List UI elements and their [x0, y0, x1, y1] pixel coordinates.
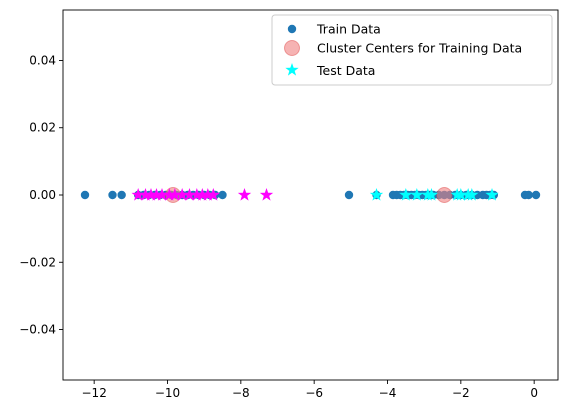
test-point — [369, 188, 384, 201]
train-point — [80, 190, 90, 200]
test-point — [485, 188, 499, 201]
test-point — [454, 188, 468, 201]
test-point-magenta — [168, 188, 182, 201]
test-point-magenta — [182, 188, 197, 201]
legend-label-train: Train Data — [316, 22, 381, 37]
legend-marker — [285, 63, 299, 76]
ticks-layer: −12 −10 −8 −6 −4 −2 0 −0.04 −0.02 0.00 0.02 0.04 — [19, 53, 538, 400]
test-point-magenta — [259, 188, 274, 201]
x-tick-label: −12 — [82, 386, 107, 400]
test-point-magenta — [195, 188, 209, 201]
test-point-magenta — [190, 188, 204, 201]
test-point — [465, 188, 479, 201]
x-tick-label: −6 — [305, 386, 323, 400]
train-point — [531, 190, 541, 200]
x-tick-label: −2 — [452, 386, 470, 400]
y-tick-label: −0.02 — [19, 255, 56, 269]
legend-marker — [284, 40, 300, 56]
x-tick-label: −10 — [155, 386, 180, 400]
legend-swatch-train — [287, 24, 297, 34]
legend-swatch-cluster-centers — [284, 40, 300, 56]
test-point — [410, 188, 424, 201]
x-tick-label: 0 — [530, 386, 538, 400]
legend: Train Data Cluster Centers for Training … — [271, 14, 553, 86]
cluster-center-marker — [436, 187, 453, 203]
y-tick-label: −0.04 — [19, 323, 56, 337]
y-tick-label: 0.04 — [29, 53, 56, 67]
test-point-magenta — [175, 188, 189, 201]
test-point — [424, 188, 439, 201]
legend-marker — [287, 24, 297, 34]
test-point — [399, 188, 413, 201]
legend-label-test: Test Data — [316, 63, 375, 78]
train-point — [108, 190, 117, 200]
test-point-magenta — [155, 188, 169, 201]
test-point-magenta — [237, 188, 252, 201]
legend-label-cluster-centers: Cluster Centers for Training Data — [317, 41, 522, 56]
test-point-magenta — [201, 188, 215, 201]
legend-swatch-test — [285, 63, 299, 76]
test-point-magenta — [162, 188, 176, 201]
x-tick-label: −8 — [232, 386, 250, 400]
train-point — [117, 190, 126, 200]
y-tick-label: 0.02 — [29, 121, 56, 135]
test-point-magenta — [131, 188, 145, 201]
y-tick-label: 0.00 — [29, 188, 56, 202]
test-point-magenta — [206, 188, 220, 201]
legend-box — [271, 14, 553, 86]
test-point-magenta — [138, 188, 153, 201]
test-point-magenta — [144, 188, 158, 201]
train-point — [524, 190, 533, 200]
marks-layer — [80, 187, 541, 203]
train-point — [218, 190, 227, 200]
x-tick-label: −4 — [379, 386, 397, 400]
test-point-magenta — [149, 188, 164, 201]
train-point — [344, 190, 354, 200]
